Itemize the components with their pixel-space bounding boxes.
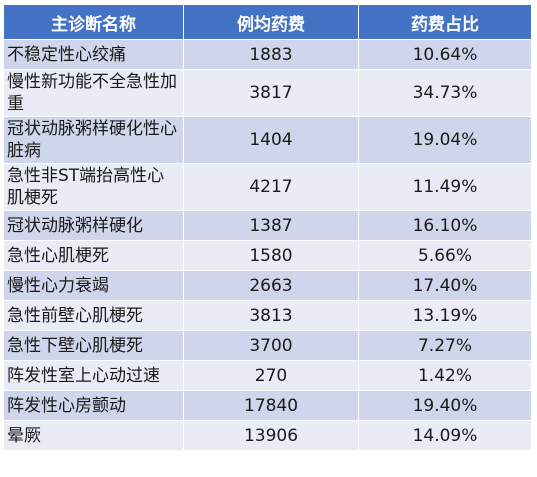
diagnosis-cell: 阵发性室上心动过速 (3, 360, 184, 391)
table-row: 急性心肌梗死 1580 5.66% (3, 240, 532, 271)
table-row: 阵发性心房颤动 17840 19.40% (3, 390, 532, 421)
header-avg-cost: 例均药费 (183, 4, 359, 40)
diagnosis-cell: 急性前壁心肌梗死 (3, 300, 184, 331)
cost-ratio-cell: 17.40% (358, 270, 532, 301)
cost-ratio-cell: 13.19% (358, 300, 532, 331)
avg-cost-cell: 2663 (183, 270, 359, 301)
cost-ratio-cell: 19.04% (358, 116, 532, 164)
table-row: 阵发性室上心动过速 270 1.42% (3, 360, 532, 391)
avg-cost-cell: 270 (183, 360, 359, 391)
diagnosis-cell: 冠状动脉粥样硬化性心脏病 (3, 116, 184, 164)
diagnosis-cell: 慢性新功能不全急性加重 (3, 69, 184, 117)
avg-cost-cell: 17840 (183, 390, 359, 421)
cost-ratio-cell: 16.10% (358, 210, 532, 241)
avg-cost-cell: 1387 (183, 210, 359, 241)
cost-ratio-cell: 7.27% (358, 330, 532, 361)
cost-ratio-cell: 34.73% (358, 69, 532, 117)
diagnosis-cell: 慢性心力衰竭 (3, 270, 184, 301)
cost-ratio-cell: 10.64% (358, 39, 532, 70)
table-row: 慢性心力衰竭 2663 17.40% (3, 270, 532, 301)
cost-ratio-cell: 14.09% (358, 420, 532, 451)
table-row: 晕厥 13906 14.09% (3, 420, 532, 451)
table-header-row: 主诊断名称 例均药费 药费占比 (3, 4, 532, 40)
cost-ratio-cell: 11.49% (358, 163, 532, 211)
drug-cost-table: 主诊断名称 例均药费 药费占比 不稳定性心绞痛 1883 10.64% 慢性新功… (3, 4, 532, 451)
diagnosis-cell: 不稳定性心绞痛 (3, 39, 184, 70)
avg-cost-cell: 1580 (183, 240, 359, 271)
avg-cost-cell: 4217 (183, 163, 359, 211)
header-diagnosis: 主诊断名称 (3, 4, 184, 40)
table-row: 急性前壁心肌梗死 3813 13.19% (3, 300, 532, 331)
cost-ratio-cell: 5.66% (358, 240, 532, 271)
avg-cost-cell: 13906 (183, 420, 359, 451)
table-row: 急性非ST端抬高性心肌梗死 4217 11.49% (3, 163, 532, 211)
avg-cost-cell: 3817 (183, 69, 359, 117)
diagnosis-cell: 急性下壁心肌梗死 (3, 330, 184, 361)
diagnosis-cell: 晕厥 (3, 420, 184, 451)
avg-cost-cell: 3813 (183, 300, 359, 331)
diagnosis-cell: 急性心肌梗死 (3, 240, 184, 271)
header-cost-ratio: 药费占比 (358, 4, 532, 40)
table-row: 冠状动脉粥样硬化性心脏病 1404 19.04% (3, 116, 532, 164)
table-row: 慢性新功能不全急性加重 3817 34.73% (3, 69, 532, 117)
diagnosis-cell: 急性非ST端抬高性心肌梗死 (3, 163, 184, 211)
avg-cost-cell: 3700 (183, 330, 359, 361)
avg-cost-cell: 1404 (183, 116, 359, 164)
avg-cost-cell: 1883 (183, 39, 359, 70)
table-row: 不稳定性心绞痛 1883 10.64% (3, 39, 532, 70)
diagnosis-cell: 阵发性心房颤动 (3, 390, 184, 421)
diagnosis-cell: 冠状动脉粥样硬化 (3, 210, 184, 241)
cost-ratio-cell: 19.40% (358, 390, 532, 421)
table-row: 急性下壁心肌梗死 3700 7.27% (3, 330, 532, 361)
table-row: 冠状动脉粥样硬化 1387 16.10% (3, 210, 532, 241)
cost-ratio-cell: 1.42% (358, 360, 532, 391)
